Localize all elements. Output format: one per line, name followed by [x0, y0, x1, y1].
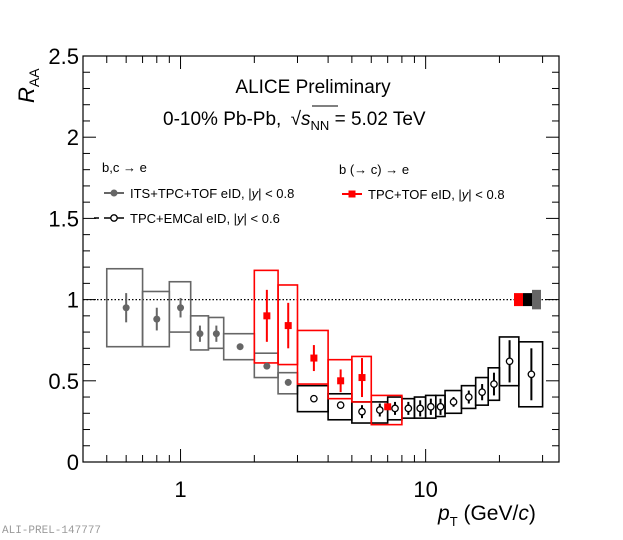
y-tick-label: 0.5 — [48, 369, 79, 394]
legend-label-its: ITS+TPC+TOF eID, |y| < 0.8 — [130, 186, 294, 201]
legend-marker-open-circle — [110, 214, 118, 222]
systematic-box — [253, 352, 279, 379]
x-tick-label: 1 — [174, 477, 186, 502]
subtitle-prefix: 0-10% Pb-Pb, — [163, 109, 287, 130]
data-point-open-circle — [375, 406, 384, 414]
y-tick-label: 1 — [67, 288, 79, 313]
data-points — [122, 289, 536, 419]
legend: b,c → e ITS+TPC+TOF eID, |y| < 0.8 TPC+E… — [94, 160, 505, 226]
data-point-filled-circle — [196, 330, 204, 338]
legend-group2-title: b (→ c) → e — [339, 162, 409, 177]
data-point-open-circle — [505, 357, 514, 366]
legend-marker-filled-circle — [110, 189, 118, 197]
axis-ticks — [82, 55, 559, 463]
legend-group1-title: b,c → e — [102, 160, 147, 175]
systematic-box — [277, 284, 299, 366]
x-axis-label: pT (GeV/c) — [437, 502, 536, 529]
systematic-box — [207, 316, 225, 350]
y-axis-label: RAA — [14, 68, 42, 103]
legend-entry-tpctof: TPC+TOF eID, |y| < 0.8 — [342, 187, 505, 202]
normalization-boxes — [514, 289, 541, 310]
subtitle-s: s — [301, 109, 311, 130]
plot-frame — [82, 55, 560, 463]
data-point-filled-square — [384, 403, 392, 411]
data-point-filled-square — [284, 322, 292, 330]
legend-label-tpctof: TPC+TOF eID, |y| < 0.8 — [368, 187, 505, 202]
normalization-uncertainty-box — [523, 293, 532, 307]
data-point-filled-circle — [212, 330, 220, 338]
data-point-open-circle — [527, 370, 536, 379]
y-tick-label: 2.5 — [48, 44, 79, 69]
systematic-box — [296, 329, 329, 385]
data-point-filled-circle — [177, 304, 185, 312]
data-point-open-circle — [310, 394, 318, 403]
data-point-filled-circle — [284, 378, 292, 386]
data-point-open-circle — [436, 402, 445, 411]
legend-entry-its: ITS+TPC+TOF eID, |y| < 0.8 — [104, 186, 294, 201]
chart-subtitle: 0-10% Pb-Pb, √sNN = 5.02 TeV — [163, 109, 426, 133]
data-point-open-circle — [404, 404, 413, 413]
subtitle-nn: NN — [311, 118, 330, 133]
tick-labels: 0 0.5 1 1.5 2 2.5 1 10 — [48, 44, 437, 502]
normalization-uncertainty-box — [514, 293, 523, 307]
systematic-boxes — [105, 267, 544, 426]
systematic-box — [370, 394, 403, 426]
data-point-open-circle — [416, 404, 425, 413]
systematic-box — [351, 355, 373, 403]
subtitle-suffix: = 5.02 TeV — [329, 109, 426, 130]
data-point-filled-square — [337, 377, 345, 385]
sqrt-symbol: √ — [291, 109, 302, 130]
data-point-open-circle — [336, 401, 345, 410]
x-tick-label: 10 — [413, 477, 437, 502]
figure-id: ALI-PREL-147777 — [2, 525, 101, 537]
y-tick-label: 0 — [67, 450, 79, 475]
data-point-open-circle — [464, 393, 473, 401]
data-point-open-circle — [358, 407, 366, 416]
data-point-filled-square — [358, 374, 366, 382]
data-point-open-circle — [490, 380, 498, 388]
chart-title: ALICE Preliminary — [235, 77, 391, 98]
legend-marker-filled-square — [348, 190, 356, 198]
data-point-filled-square — [263, 312, 271, 320]
plot-area-border — [82, 55, 560, 463]
data-point-open-circle — [426, 402, 435, 411]
data-point-filled-square — [310, 354, 318, 362]
data-point-filled-circle — [153, 315, 161, 323]
data-point-filled-circle — [236, 343, 244, 351]
legend-label-emcal: TPC+EMCal eID, |y| < 0.6 — [130, 211, 280, 226]
systematic-box — [168, 280, 192, 333]
normalization-uncertainty-box — [532, 289, 541, 310]
systematic-box — [518, 341, 544, 408]
data-point-open-circle — [478, 388, 486, 397]
data-point-open-circle — [391, 404, 399, 413]
legend-entry-emcal: TPC+EMCal eID, |y| < 0.6 — [94, 211, 280, 226]
y-tick-label: 1.5 — [48, 206, 79, 231]
data-point-filled-circle — [122, 304, 130, 312]
y-tick-label: 2 — [67, 125, 79, 150]
data-point-open-circle — [449, 398, 458, 406]
data-point-filled-circle — [263, 362, 271, 370]
